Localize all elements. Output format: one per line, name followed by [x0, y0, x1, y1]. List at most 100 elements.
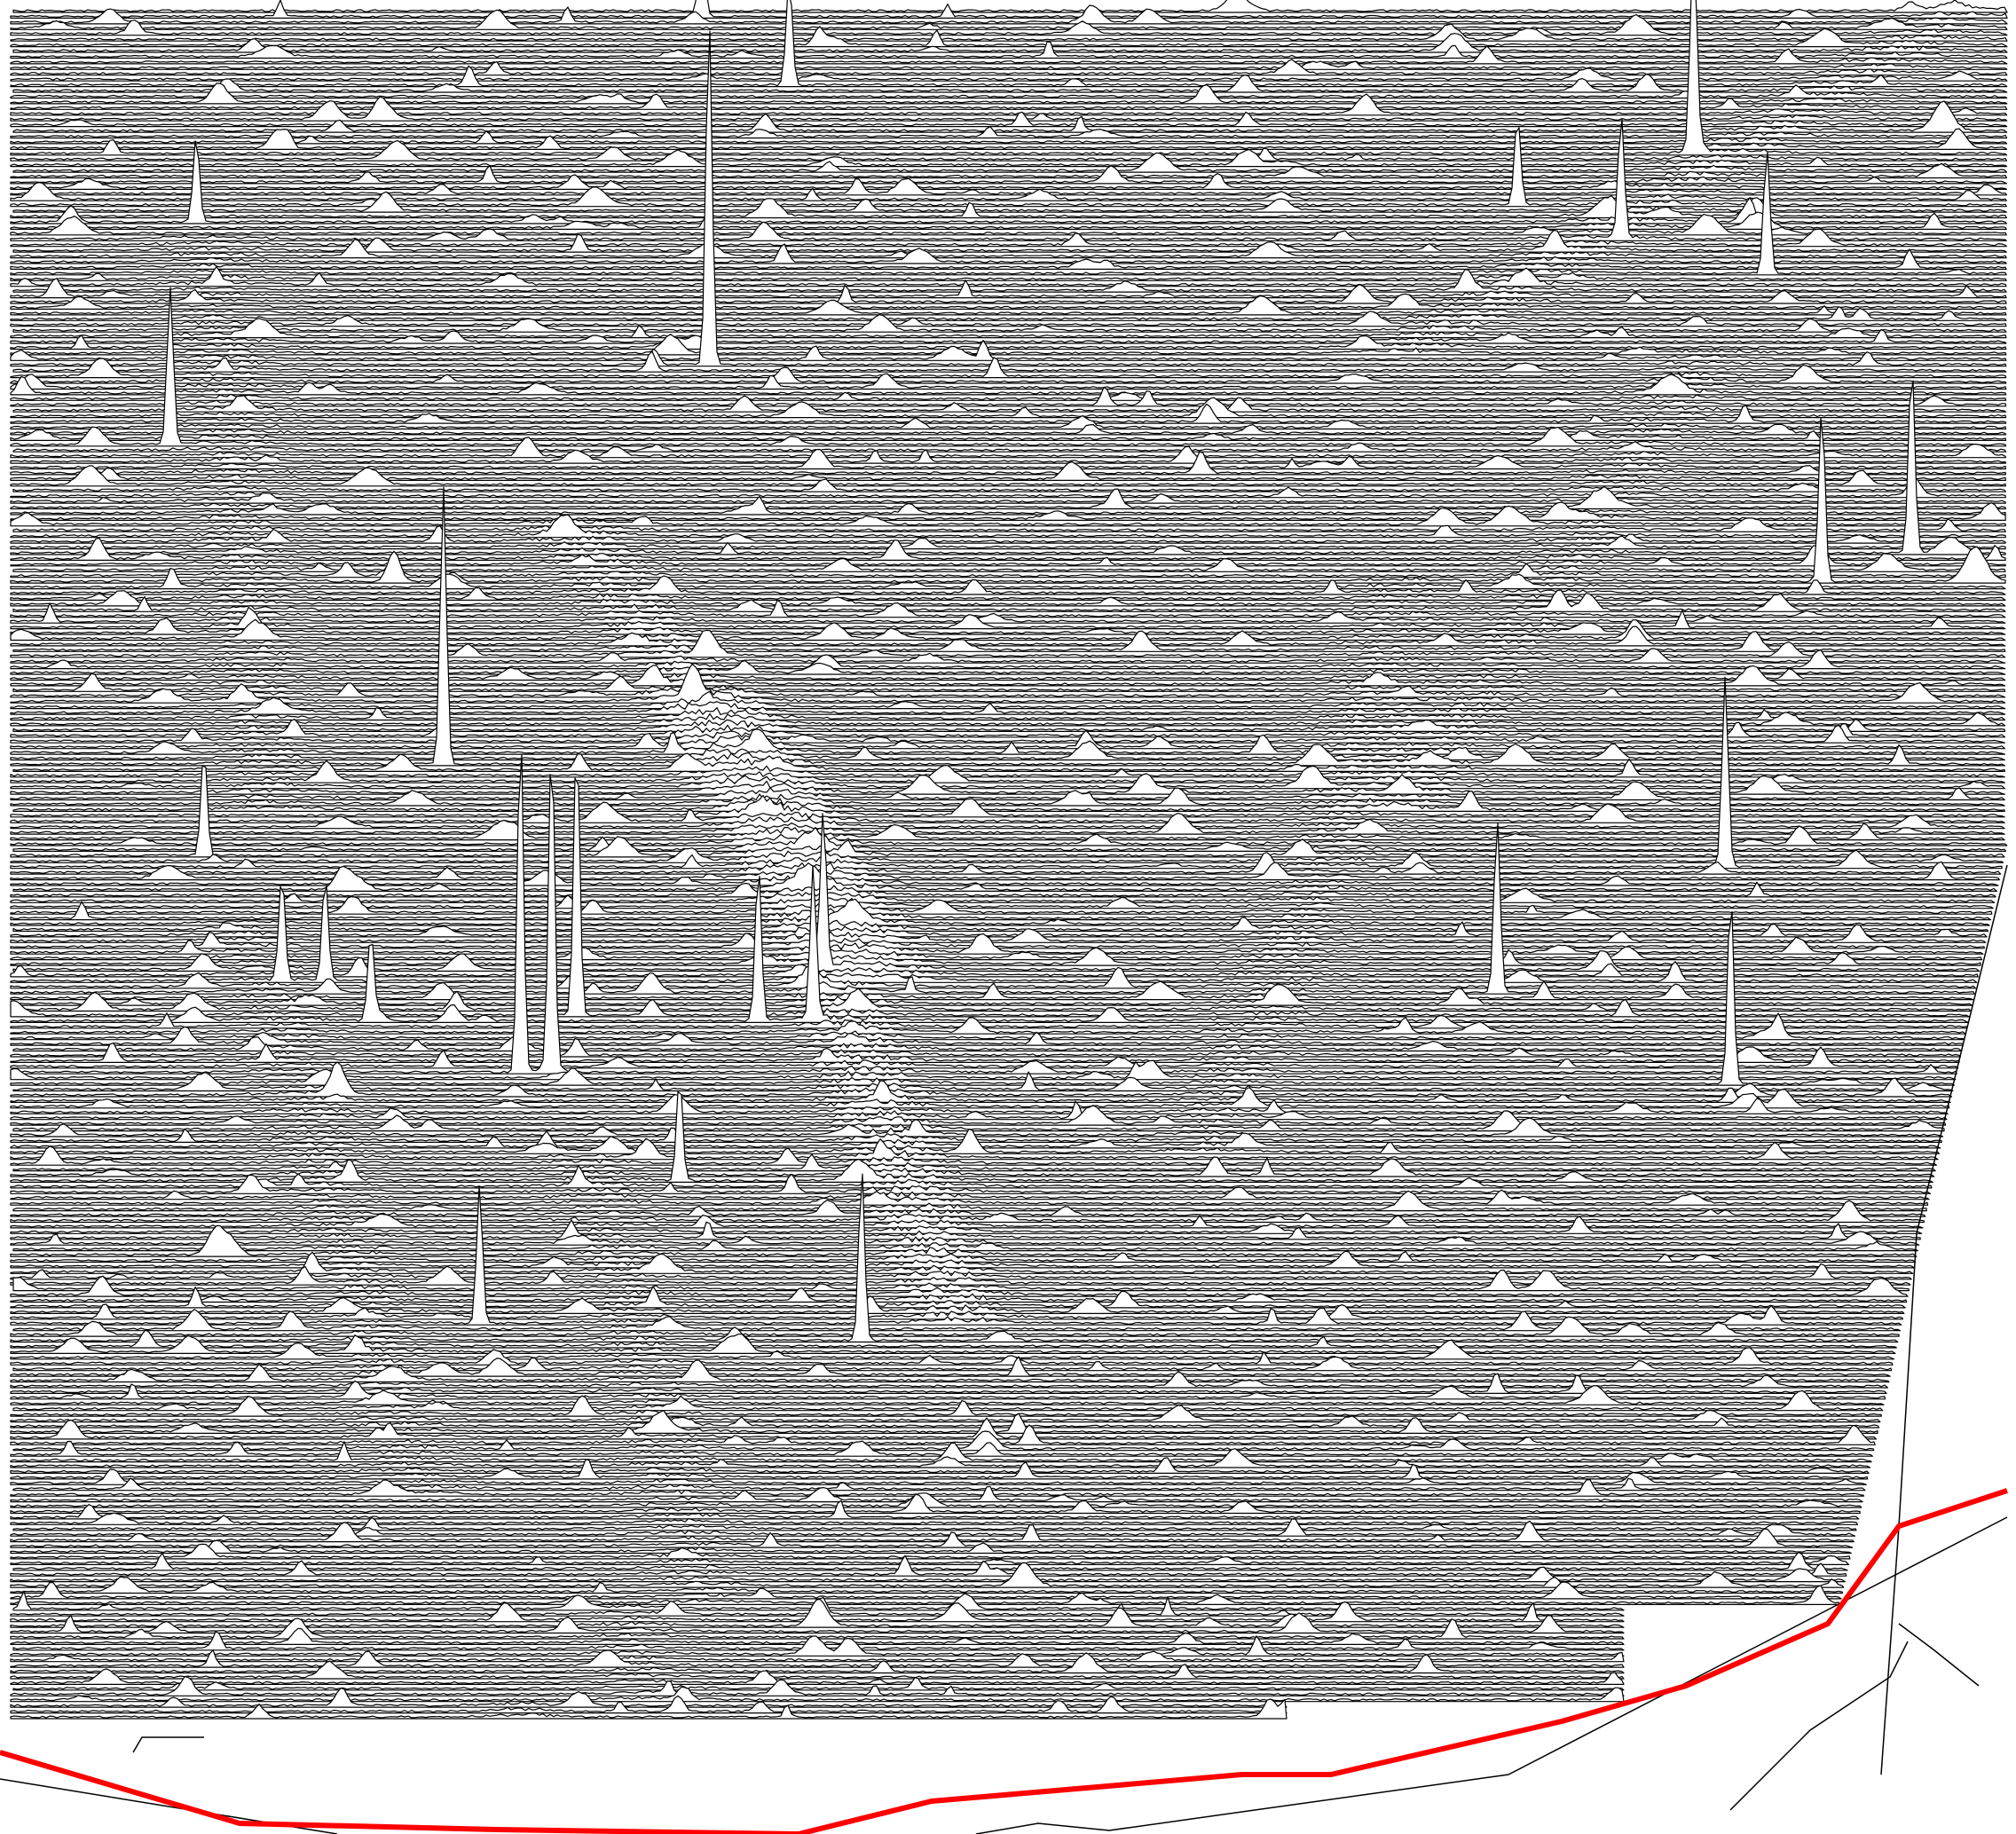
spectrum-trace [10, 617, 2006, 635]
spectrum-trace [10, 126, 2008, 139]
spectrum-trace [10, 151, 2007, 276]
spectrum-trace [12, 752, 2005, 772]
spectrum-trace [12, 269, 2007, 293]
spectrum-trace [10, 535, 2006, 550]
spectrum-trace [10, 1395, 1882, 1417]
spectrum-trace [10, 794, 2005, 818]
spectrum-trace [10, 707, 2006, 721]
spectrum-trace [10, 885, 1978, 983]
spectrum-trace [12, 1477, 1866, 1492]
spectrum-trace [10, 318, 2007, 339]
spectrum-trace [10, 0, 2008, 156]
right-edge-line [1880, 864, 2008, 1775]
spectrum-trace [10, 96, 2008, 122]
spectrum-trace [10, 901, 1991, 921]
spectrum-trace [10, 1499, 1860, 1520]
spectrum-trace [10, 239, 2007, 259]
spectrum-trace [12, 395, 2007, 413]
spectrum-trace [10, 545, 2006, 567]
spectrum-trace [12, 314, 2007, 333]
spectrum-trace [10, 626, 2006, 647]
spectrum-trace [10, 933, 1984, 955]
spectrum-trace [12, 1269, 1910, 1292]
spectrum-trace [10, 514, 2006, 539]
spectrum-trace [10, 1251, 1914, 1274]
spectrum-trace [10, 1518, 1856, 1537]
spectrum-trace [10, 765, 2005, 858]
spectrum-trace [12, 1356, 1893, 1372]
spectrum-trace [10, 1061, 1953, 1098]
spectrum-trace [10, 1649, 1625, 1668]
spectrum-trace [10, 1493, 1861, 1515]
spectrum-trace [10, 1405, 1881, 1423]
spectrum-trace [10, 1576, 1843, 1594]
spectrum-trace [10, 1479, 1865, 1497]
spectrum-trace [10, 728, 2005, 755]
spectrum-trace [10, 334, 2007, 356]
spectrum-trace [10, 819, 2005, 841]
spectrum-trace [10, 825, 2008, 846]
spectrum-trace [12, 1110, 1945, 1132]
spectrum-trace [10, 162, 2007, 179]
spectrum-trace [10, 1581, 1842, 1600]
spectrum-trace [10, 1612, 1625, 1634]
spectrum-trace [10, 719, 2006, 738]
spectrum-trace [10, 1263, 1912, 1280]
spectrum-trace [12, 1240, 1918, 1252]
spectrum-trace [10, 777, 1970, 1018]
spectrum-trace [10, 460, 2006, 481]
spectrum-trace [10, 67, 2008, 82]
spectrum-trace [10, 1543, 1851, 1560]
spectrum-trace [10, 1688, 1288, 1708]
spectrum-trace [10, 364, 2007, 384]
spectrum-trace [10, 590, 2006, 607]
spectrum-trace [10, 1145, 1938, 1166]
spectrum-trace [10, 606, 2006, 630]
spectrum-trace [12, 1551, 1848, 1571]
spectrum-trace [10, 781, 2005, 801]
spectrum-trace [10, 740, 2005, 761]
spectrum-trace [10, 177, 2007, 196]
spectrum-trace [10, 243, 2007, 264]
spectrum-trace [10, 1635, 1625, 1657]
spectrum-trace [10, 568, 2006, 590]
spectrum-trace [10, 45, 2008, 65]
spectrum-trace [10, 1173, 1932, 1194]
spectrum-trace [10, 1347, 1894, 1366]
spectrum-trace [12, 152, 2007, 173]
spectrum-trace [10, 211, 2007, 230]
spectrum-trace [10, 417, 2006, 584]
spectrum-trace [10, 787, 2005, 807]
spectrum-trace [12, 100, 2008, 133]
spectrum-trace [10, 423, 2007, 436]
spectrum-trace [10, 956, 1979, 978]
spectrum-trace [10, 4, 2008, 25]
spectrum-trace [10, 1275, 1909, 1297]
spectrum-trace [10, 1448, 1871, 1468]
spectrum-trace [10, 403, 2007, 424]
spectrum-trace [10, 760, 2005, 783]
spectrum-trace [12, 191, 2007, 213]
spectrum-trace [10, 1173, 1899, 1343]
spectrum-trace [10, 1189, 1929, 1206]
spectrum-trace [10, 1695, 1288, 1714]
spectrum-trace [10, 1090, 1933, 1183]
spectrum-trace [10, 898, 1990, 926]
spectrum-trace [10, 1459, 1869, 1480]
spectrum-trace [10, 335, 2007, 350]
spectrum-trace [10, 1555, 1850, 1565]
spectrum-trace [12, 862, 1998, 892]
spectrum-trace [10, 690, 2006, 710]
spectrum-trace [12, 827, 2006, 852]
spectrum-trace [10, 1137, 1939, 1161]
spectrum-trace [10, 1457, 1870, 1474]
spectrum-trace [10, 448, 2006, 470]
spectrum-trace [10, 287, 2007, 447]
spectrum-trace [10, 1339, 1894, 1360]
spectrum-trace [10, 663, 2006, 704]
spectrum-trace [10, 1286, 1906, 1309]
spectrum-trace [10, 765, 2005, 790]
spectrum-trace [10, 328, 2007, 344]
spectrum-trace [10, 1566, 1846, 1583]
spectrum-trace [10, 813, 2005, 835]
